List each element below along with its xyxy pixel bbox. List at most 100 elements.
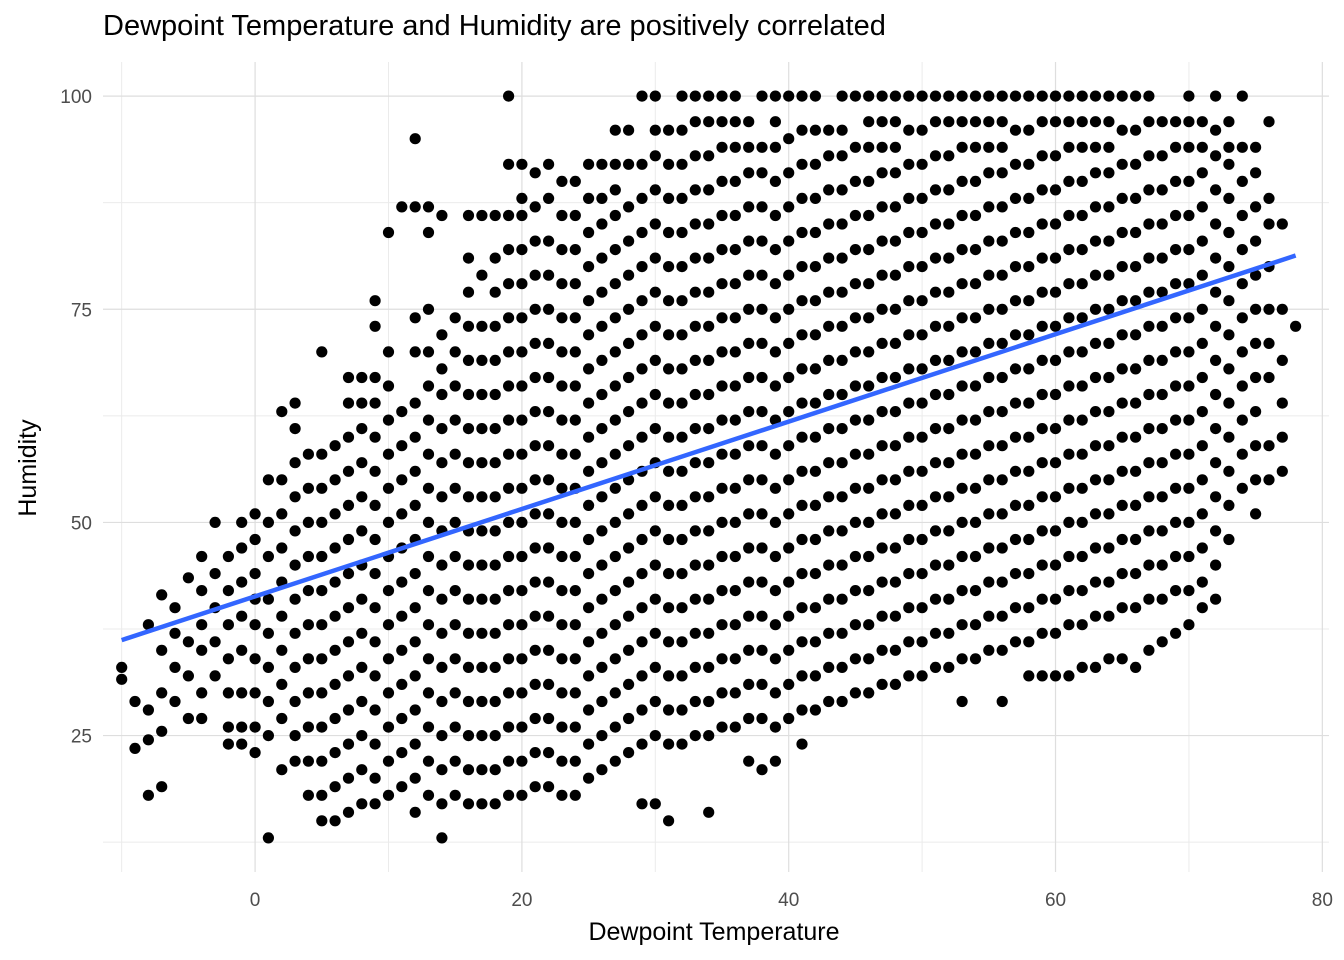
data-point [356, 764, 368, 776]
data-point [609, 209, 621, 222]
data-point [316, 815, 328, 827]
data-point [663, 158, 675, 170]
data-point [903, 226, 915, 239]
data-point [623, 508, 635, 520]
data-point [676, 431, 688, 443]
data-point [156, 781, 168, 793]
data-point [396, 508, 408, 520]
data-point [1049, 320, 1062, 332]
data-point [262, 661, 274, 674]
data-point [636, 226, 648, 239]
data-point [769, 244, 782, 256]
data-point [1089, 141, 1102, 153]
data-point [916, 431, 928, 443]
data-point [996, 269, 1008, 281]
data-point [1089, 576, 1102, 588]
data-point [729, 116, 741, 128]
data-point [1196, 371, 1208, 384]
data-point [462, 320, 475, 332]
data-point [1036, 184, 1048, 196]
data-point [1103, 269, 1115, 281]
data-point [449, 550, 461, 563]
data-point [329, 747, 341, 759]
data-point [889, 337, 902, 349]
data-point [969, 482, 982, 494]
data-point [943, 457, 955, 469]
data-point [636, 602, 648, 614]
data-point [1143, 218, 1155, 230]
data-point [596, 423, 608, 435]
data-point [543, 192, 555, 204]
data-point [276, 764, 288, 776]
data-point [449, 414, 461, 426]
data-point [969, 90, 982, 102]
data-point [889, 678, 902, 691]
data-point [1156, 286, 1168, 298]
data-point [449, 448, 461, 460]
data-point [929, 90, 942, 102]
data-point [729, 175, 741, 187]
data-point [596, 627, 608, 639]
data-point [209, 636, 221, 648]
data-point [449, 516, 461, 529]
data-point [503, 721, 515, 733]
data-point [262, 695, 274, 708]
data-point [543, 337, 555, 349]
data-point [1210, 354, 1222, 366]
data-point [1036, 286, 1048, 298]
data-point [703, 491, 715, 503]
data-point [556, 516, 568, 529]
data-point [316, 346, 328, 358]
data-point [543, 712, 555, 725]
data-point [889, 576, 902, 588]
data-point [1183, 244, 1195, 256]
data-point [1116, 465, 1128, 477]
data-point [756, 474, 768, 486]
data-point [516, 653, 528, 665]
data-point [689, 184, 701, 196]
data-point [876, 542, 888, 554]
data-point [823, 184, 835, 196]
data-point [1223, 192, 1235, 204]
data-point [769, 448, 782, 460]
data-point [983, 576, 995, 588]
data-point [1023, 670, 1035, 682]
data-point [596, 457, 608, 469]
data-point [1143, 388, 1155, 401]
data-point [729, 312, 741, 324]
data-point [1009, 90, 1022, 102]
data-point [943, 116, 955, 128]
data-point [943, 525, 955, 537]
data-point [1063, 244, 1075, 256]
data-point [449, 380, 461, 392]
data-point [703, 286, 715, 298]
data-point [1170, 209, 1182, 222]
data-point [196, 585, 208, 597]
data-point [596, 491, 608, 503]
data-point [1196, 167, 1208, 179]
data-point [1250, 141, 1262, 153]
data-point [1210, 593, 1222, 605]
data-point [1049, 184, 1062, 196]
data-point [636, 192, 648, 204]
data-point [249, 533, 261, 546]
data-point [302, 516, 314, 529]
data-point [969, 585, 982, 597]
data-point [796, 363, 808, 375]
data-point [476, 423, 488, 435]
data-point [449, 312, 461, 324]
data-point [236, 721, 248, 733]
data-point [743, 235, 755, 247]
data-point [649, 150, 661, 162]
data-point [583, 670, 595, 682]
data-point [476, 209, 488, 222]
data-point [489, 491, 501, 503]
data-point [983, 201, 995, 213]
data-point [703, 457, 715, 469]
data-point [969, 278, 982, 290]
data-point [262, 627, 274, 639]
y-tick-label: 25 [71, 727, 92, 748]
data-point [489, 695, 501, 708]
data-point [1116, 499, 1128, 511]
data-point [729, 687, 741, 699]
